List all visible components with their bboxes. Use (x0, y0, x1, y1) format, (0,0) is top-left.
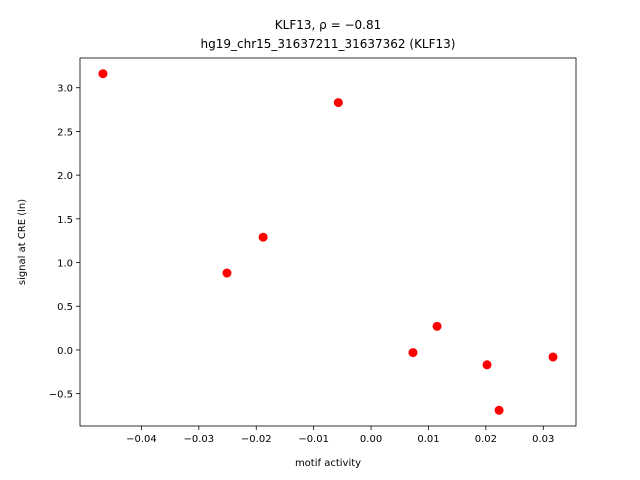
chart-subtitle: hg19_chr15_31637211_31637362 (KLF13) (201, 37, 456, 51)
point (432, 321, 442, 331)
x-tick-label: −0.03 (184, 434, 215, 445)
point (222, 268, 232, 278)
point (333, 98, 343, 108)
y-tick-label: 3.0 (57, 84, 73, 95)
y-tick-label: 2.0 (57, 171, 73, 182)
y-tick-label: 0.0 (57, 346, 73, 357)
y-tick-label: 2.5 (57, 127, 73, 138)
x-tick-label: 0.01 (417, 434, 439, 445)
y-tick-label: −0.5 (49, 390, 73, 401)
y-tick-label: 1.0 (57, 259, 73, 270)
x-axis-label: motif activity (295, 458, 361, 469)
x-tick-label: −0.04 (126, 434, 157, 445)
x-tick-label: −0.01 (298, 434, 329, 445)
plot-frame (79, 57, 577, 427)
point (482, 360, 492, 370)
point (408, 348, 418, 358)
point (548, 352, 558, 362)
point (258, 232, 268, 242)
x-tick-label: 0.03 (532, 434, 554, 445)
chart-title: KLF13, ρ = −0.81 (275, 18, 381, 32)
point (98, 69, 108, 79)
x-tick-label: 0.00 (360, 434, 382, 445)
x-tick-label: 0.02 (475, 434, 497, 445)
y-tick-label: 0.5 (57, 302, 73, 313)
y-axis-label: signal at CRE (ln) (17, 199, 28, 285)
x-tick-label: −0.02 (241, 434, 272, 445)
point (494, 405, 504, 415)
y-tick-label: 1.5 (57, 215, 73, 226)
